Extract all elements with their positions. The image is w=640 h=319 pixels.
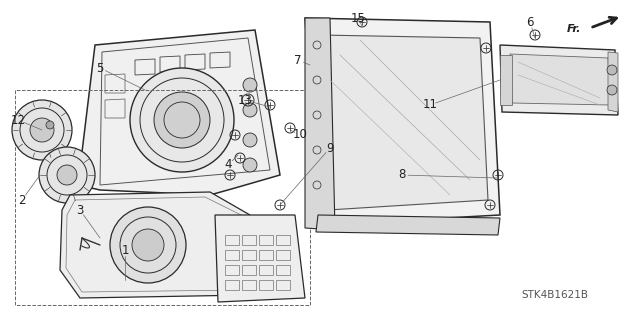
Circle shape: [243, 103, 257, 117]
Circle shape: [39, 147, 95, 203]
Text: 9: 9: [326, 142, 333, 154]
Text: 2: 2: [19, 194, 26, 206]
Text: 1: 1: [121, 243, 129, 256]
Text: 12: 12: [10, 114, 26, 127]
Circle shape: [243, 78, 257, 92]
Text: 8: 8: [398, 168, 406, 182]
Circle shape: [132, 229, 164, 261]
Polygon shape: [320, 35, 488, 210]
Polygon shape: [316, 215, 500, 235]
Text: 13: 13: [237, 93, 252, 107]
Circle shape: [46, 121, 54, 129]
Text: 15: 15: [351, 11, 365, 25]
Circle shape: [12, 100, 72, 160]
Text: 4: 4: [224, 159, 232, 172]
Circle shape: [30, 118, 54, 142]
Polygon shape: [305, 18, 500, 225]
Circle shape: [110, 207, 186, 283]
Text: 7: 7: [294, 54, 301, 66]
Circle shape: [607, 65, 617, 75]
Polygon shape: [215, 215, 305, 302]
Polygon shape: [78, 30, 280, 195]
Polygon shape: [510, 54, 610, 105]
Polygon shape: [500, 55, 512, 105]
Circle shape: [243, 158, 257, 172]
Text: STK4B1621B: STK4B1621B: [522, 290, 589, 300]
Polygon shape: [305, 18, 335, 230]
Text: 5: 5: [96, 62, 104, 75]
Polygon shape: [608, 52, 618, 112]
Circle shape: [57, 165, 77, 185]
Circle shape: [243, 133, 257, 147]
Text: 6: 6: [526, 16, 534, 28]
Circle shape: [607, 85, 617, 95]
Circle shape: [154, 92, 210, 148]
Text: 11: 11: [422, 99, 438, 112]
Text: Fr.: Fr.: [567, 24, 581, 34]
Polygon shape: [60, 192, 270, 298]
Circle shape: [130, 68, 234, 172]
Text: 10: 10: [292, 129, 307, 142]
Text: 3: 3: [76, 204, 84, 217]
Polygon shape: [500, 45, 618, 115]
